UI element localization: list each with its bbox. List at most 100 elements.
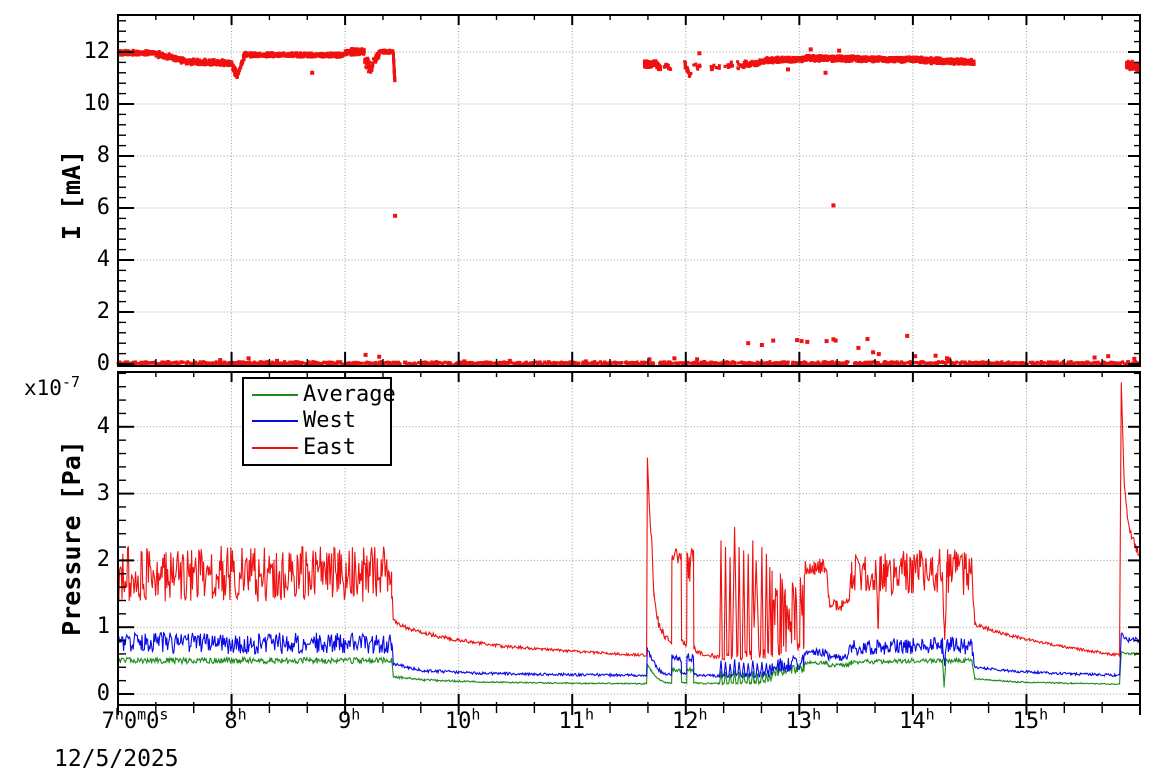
- current-data-point: [844, 360, 848, 364]
- current-data-point: [743, 362, 747, 366]
- current-data-point: [964, 61, 968, 65]
- current-data-point: [1104, 363, 1108, 367]
- current-data-point: [662, 65, 666, 69]
- current-data-point: [912, 58, 916, 62]
- current-data-point: [537, 361, 541, 365]
- current-data-point: [617, 361, 621, 365]
- current-data-point: [402, 360, 406, 364]
- current-data-point: [788, 60, 792, 64]
- current-data-point: [163, 56, 167, 60]
- current-data-point: [693, 361, 697, 365]
- current-data-point: [982, 360, 985, 364]
- current-outlier-point: [799, 339, 804, 344]
- current-data-point: [1101, 360, 1105, 364]
- current-data-point: [460, 362, 464, 366]
- current-data-point: [712, 63, 716, 67]
- current-data-point: [1014, 361, 1018, 365]
- current-data-point: [1047, 362, 1051, 366]
- current-data-point: [703, 360, 706, 363]
- current-data-point: [786, 56, 790, 60]
- current-outlier-point: [1106, 354, 1111, 359]
- current-data-point: [225, 61, 229, 65]
- current-data-point: [870, 55, 874, 59]
- current-data-point: [1091, 363, 1095, 367]
- current-data-point: [518, 362, 522, 366]
- current-data-point: [964, 59, 968, 63]
- current-data-point: [843, 55, 847, 59]
- current-data-point: [840, 56, 844, 60]
- current-data-point: [392, 54, 395, 58]
- current-data-point: [392, 67, 396, 71]
- current-data-point: [664, 62, 668, 66]
- current-data-point: [1126, 61, 1130, 65]
- current-data-point: [417, 361, 420, 365]
- current-data-point: [681, 361, 685, 365]
- current-data-point: [883, 362, 887, 366]
- current-data-point: [906, 361, 910, 365]
- current-data-point: [839, 59, 843, 63]
- current-data-point: [209, 362, 213, 365]
- current-data-point: [311, 360, 315, 364]
- current-data-point: [815, 57, 818, 61]
- current-data-point: [784, 55, 788, 59]
- current-data-point: [371, 61, 375, 65]
- current-data-point: [881, 362, 885, 366]
- current-outlier-point: [945, 356, 949, 361]
- current-data-point: [250, 362, 254, 365]
- current-data-point: [147, 51, 151, 55]
- current-data-point: [741, 63, 745, 67]
- current-data-point: [190, 361, 193, 365]
- current-data-point: [243, 362, 247, 366]
- current-outlier-point: [831, 337, 836, 342]
- current-data-point: [772, 362, 776, 366]
- current-outlier-point: [823, 70, 828, 75]
- current-data-point: [202, 61, 206, 65]
- current-data-point: [167, 55, 171, 59]
- current-data-point: [249, 55, 252, 59]
- current-data-point: [179, 59, 182, 63]
- current-data-point: [1116, 362, 1120, 366]
- current-data-point: [683, 66, 687, 70]
- current-data-point: [192, 58, 196, 62]
- current-data-point: [377, 56, 381, 60]
- current-data-point: [551, 361, 554, 365]
- current-data-point: [717, 64, 721, 68]
- current-data-point: [398, 362, 401, 365]
- current-data-point: [489, 362, 492, 366]
- current-data-point: [367, 70, 370, 74]
- current-data-point: [136, 51, 140, 55]
- current-data-point: [868, 363, 872, 367]
- current-data-point: [866, 360, 870, 364]
- current-data-point: [314, 52, 318, 56]
- current-data-point: [969, 62, 973, 66]
- current-data-point: [183, 58, 187, 62]
- current-data-point: [412, 362, 416, 366]
- current-data-point: [208, 60, 212, 64]
- current-data-point: [699, 362, 703, 366]
- current-data-point: [141, 361, 145, 365]
- current-data-point: [1008, 361, 1012, 365]
- current-data-point: [786, 360, 790, 364]
- current-data-point: [1112, 361, 1116, 365]
- current-data-point: [940, 61, 944, 65]
- current-data-point: [186, 361, 190, 364]
- current-data-point: [800, 362, 804, 366]
- current-data-point: [140, 51, 144, 55]
- current-data-point: [214, 61, 218, 65]
- current-data-point: [628, 361, 631, 365]
- current-data-point: [392, 59, 396, 63]
- current-data-point: [858, 57, 862, 61]
- current-data-point: [243, 51, 247, 55]
- current-data-point: [914, 57, 918, 61]
- current-data-point: [624, 361, 627, 365]
- current-data-point: [504, 361, 508, 364]
- current-data-point: [891, 360, 895, 364]
- current-data-point: [976, 361, 980, 365]
- current-data-point: [368, 361, 372, 365]
- current-data-point: [643, 59, 649, 65]
- current-data-point: [1006, 362, 1010, 365]
- current-data-point: [1076, 362, 1080, 366]
- current-data-point: [938, 56, 942, 60]
- current-data-point: [293, 53, 297, 57]
- current-data-point: [124, 48, 128, 52]
